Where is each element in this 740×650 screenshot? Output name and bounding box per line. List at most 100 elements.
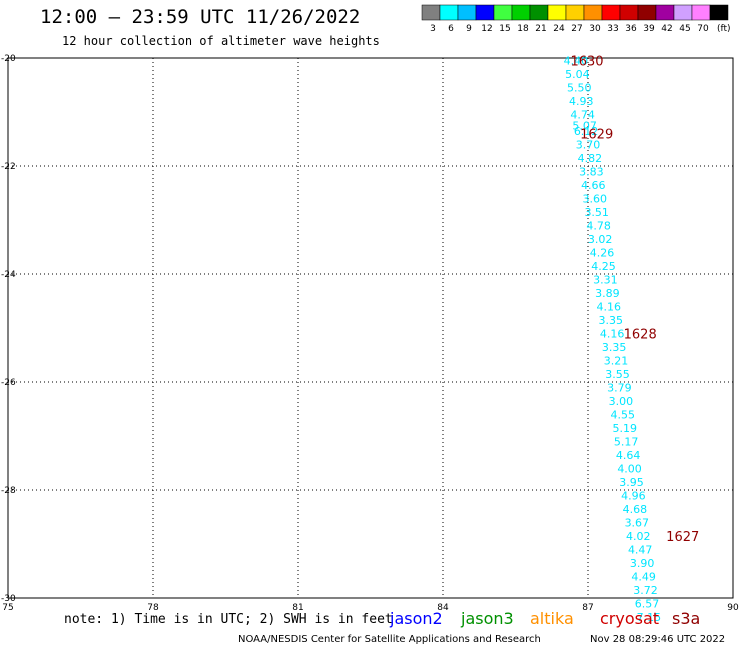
data-point-label: 3.31 (593, 273, 618, 286)
time-labels: 1630 1629 1628 1627 (570, 55, 699, 545)
y-tick-label: -26 (1, 378, 16, 388)
legend-label: 15 (499, 24, 510, 34)
time-label: 1630 (570, 55, 603, 70)
data-point-label: 5.19 (612, 422, 637, 435)
legend-swatch (547, 4, 567, 21)
data-point-label: 3.35 (602, 341, 627, 354)
data-point-label: 3.70 (576, 138, 601, 151)
data-point-label: 5.04 (565, 68, 590, 81)
color-legend: 3 6 9 12 15 18 21 24 27 30 33 36 39 42 45 70 (ft) (421, 4, 731, 34)
credit-text: NOAA/NESDIS Center for Satellite Applica… (238, 634, 541, 645)
data-point-label: 7.15 (637, 611, 662, 624)
data-point-label: 4.82 (578, 152, 603, 165)
data-point-label: 6.57 (635, 597, 660, 610)
legend-label: 21 (535, 24, 546, 34)
y-tick-label: -22 (1, 162, 16, 172)
data-point-label: 4.02 (626, 530, 651, 543)
data-point-label: 4.49 (631, 570, 656, 583)
y-tick-label: -20 (1, 54, 16, 64)
data-point-label: 3.60 (583, 192, 608, 205)
satellite-cryosat: cryosat (600, 609, 660, 628)
data-point-label: 3.02 (588, 233, 613, 246)
data-point-label: 4.25 (591, 260, 616, 273)
legend-label: 36 (625, 24, 637, 34)
data-point-label: 4.64 (616, 449, 641, 462)
legend-unit: (ft) (717, 24, 731, 34)
legend-swatch (493, 4, 513, 21)
page-title: 12:00 – 23:59 UTC 11/26/2022 (40, 6, 361, 28)
x-tick-label: 75 (2, 603, 13, 613)
legend-label: 12 (481, 24, 492, 34)
x-tick-label: 90 (727, 603, 739, 613)
legend-label: 3 (430, 24, 436, 34)
generated-timestamp: Nov 28 08:29:46 UTC 2022 (590, 634, 726, 645)
legend-swatch (529, 4, 549, 21)
data-point-label: 3.00 (609, 395, 634, 408)
legend-label: 39 (643, 24, 655, 34)
data-point-label: 4.47 (628, 543, 653, 556)
x-tick-label: 78 (147, 603, 159, 613)
legend-swatch (457, 4, 477, 21)
legend-swatch (583, 4, 603, 21)
legend-swatch (691, 4, 711, 21)
legend-label: 33 (607, 24, 618, 34)
data-point-label: 4.16 (597, 300, 622, 313)
grid-lines (8, 58, 733, 598)
data-point-label: 3.51 (584, 206, 609, 219)
time-label: 1628 (624, 327, 657, 342)
data-point-label: 3.21 (604, 354, 629, 367)
page-subtitle: 12 hour collection of altimeter wave hei… (62, 34, 380, 48)
x-tick-label: 87 (582, 603, 593, 613)
footer-note: note: 1) Time is in UTC; 2) SWH is in fe… (64, 612, 393, 627)
y-tick-label: -24 (1, 270, 16, 280)
time-label: 1629 (580, 128, 613, 143)
data-point-label: 3.79 (607, 381, 632, 394)
legend-label: 45 (679, 24, 690, 34)
legend-swatch (673, 4, 693, 21)
y-tick-label: -30 (1, 594, 16, 604)
data-point-label: 4.26 (590, 246, 615, 259)
legend-swatch (565, 4, 585, 21)
satellite-jason3: jason3 (461, 609, 514, 628)
data-point-label: 3.67 (625, 516, 650, 529)
data-point-label: 3.35 (598, 314, 623, 327)
legend-swatch (421, 4, 441, 21)
x-tick-label: 84 (437, 603, 449, 613)
legend-label: 9 (466, 24, 472, 34)
data-point-label: 3.83 (579, 165, 604, 178)
data-point-label: 3.72 (633, 584, 658, 597)
legend-label: 6 (448, 24, 454, 34)
data-point-label: 6.12 (574, 125, 599, 138)
data-point-label: 4.78 (586, 219, 611, 232)
legend-label: 42 (661, 24, 672, 34)
data-point-label: 4.40 (564, 55, 589, 68)
legend-label: 27 (571, 24, 582, 34)
legend-label: 18 (517, 24, 529, 34)
satellite-altika: altika (530, 609, 574, 628)
legend-swatch (439, 4, 459, 21)
data-point-label: 4.74 (570, 109, 595, 122)
data-point-label: 5.50 (567, 82, 592, 95)
legend-label: 24 (553, 24, 565, 34)
data-point-label: 4.68 (623, 503, 648, 516)
data-point-label: 4.66 (581, 179, 606, 192)
data-point-label: 3.95 (619, 476, 644, 489)
legend-label: 70 (697, 24, 709, 34)
legend-label: 30 (589, 24, 601, 34)
legend-swatch (637, 4, 657, 21)
data-point-label: 3.89 (595, 287, 620, 300)
data-point-label: 4.16 (600, 327, 625, 340)
time-label: 1627 (666, 530, 699, 545)
plot-frame (7, 57, 734, 599)
data-point-label: 4.00 (617, 462, 642, 475)
data-point-label: 4.55 (611, 408, 636, 421)
legend-swatch (655, 4, 675, 21)
data-point-label: 4.96 (621, 489, 646, 502)
data-point-label: 3.55 (605, 368, 630, 381)
data-point-label: 4.93 (569, 95, 594, 108)
satellite-s3a: s3a (672, 609, 701, 628)
axis-ticks: 75 78 81 84 87 90 -20 -22 -24 -26 -28 -30 (1, 54, 739, 613)
satellite-jason2: jason2 (390, 609, 443, 628)
x-tick-label: 81 (292, 603, 303, 613)
